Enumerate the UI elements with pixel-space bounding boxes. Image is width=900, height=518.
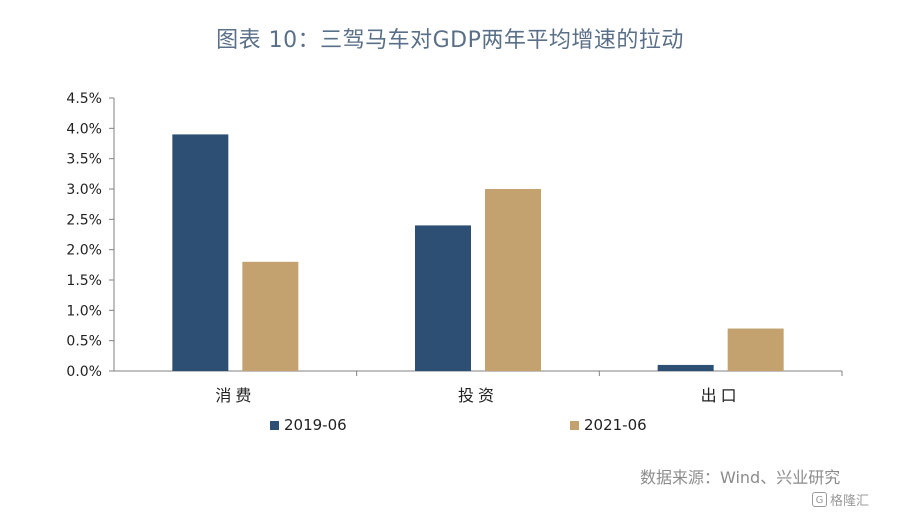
legend-label: 2019-06 [284, 416, 347, 434]
y-tick-label: 1.5% [66, 273, 102, 289]
source-note: 数据来源：Wind、兴业研究 [640, 468, 841, 487]
y-tick-label: 0.0% [66, 364, 102, 380]
bar-2021-06-消费 [242, 261, 299, 371]
y-tick-label: 4.5% [66, 91, 102, 107]
x-tick-label: 消费 [215, 386, 255, 405]
y-tick-label: 2.0% [66, 243, 102, 259]
y-tick-label: 3.0% [66, 182, 102, 198]
legend-label: 2021-06 [584, 416, 647, 434]
x-tick-label: 出口 [701, 386, 741, 405]
y-tick-label: 4.0% [66, 121, 102, 137]
bar-2019-06-出口 [657, 364, 714, 371]
x-tick-label: 投资 [458, 386, 498, 405]
bar-2019-06-消费 [172, 134, 229, 371]
watermark-text: 格隆汇 [830, 494, 870, 509]
logo-icon: G [812, 492, 827, 507]
y-tick-label: 0.5% [66, 334, 102, 350]
y-tick-label: 2.5% [66, 212, 102, 228]
bar-2021-06-出口 [727, 328, 784, 371]
chart-title: 图表 10：三驾马车对GDP两年平均增速的拉动 [216, 28, 684, 53]
legend-swatch [570, 421, 579, 430]
bars [172, 134, 784, 371]
y-axis-ticks: 0.0% 0.5% 1.0% 1.5% 2.0% 2.5% 3.0% 3.5% 4.0% 4.5% [66, 91, 114, 380]
watermark-logo: G 格隆汇 [812, 490, 869, 509]
legend: 2019-06 2021-06 [270, 416, 647, 434]
y-tick-label: 3.5% [66, 152, 102, 168]
x-axis-labels: 消费 投资 出口 [215, 371, 843, 405]
bar-2019-06-投资 [415, 225, 471, 371]
y-tick-label: 1.0% [66, 303, 102, 319]
legend-swatch [270, 421, 279, 430]
bar-2021-06-投资 [485, 189, 541, 371]
